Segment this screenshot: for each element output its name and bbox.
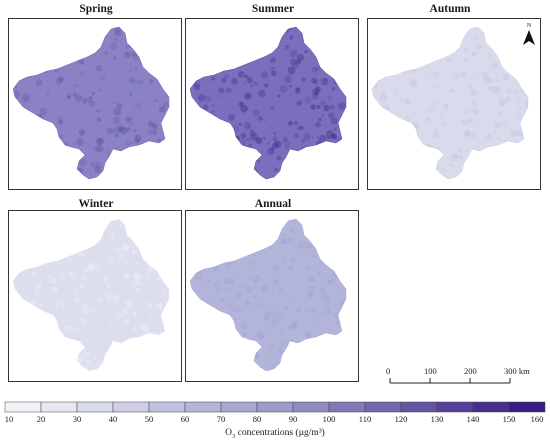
legend-tick-label: 110: [358, 414, 372, 424]
legend-title-suffix: concentrations (µg/m³): [235, 428, 325, 438]
legend-swatch: [4, 401, 42, 413]
legend-swatch: [292, 401, 330, 413]
map-panel-annual: [185, 210, 359, 382]
region-outline: [12, 218, 170, 372]
region-fill: [13, 219, 169, 371]
region-fill: [190, 219, 346, 371]
legend-swatch: [76, 401, 114, 413]
legend-tick-label: 130: [430, 414, 444, 424]
map-summer: [189, 26, 347, 180]
scale-label-300: 300 km: [504, 366, 530, 376]
region-outline: [189, 218, 347, 372]
map-autumn: [371, 26, 529, 180]
legend-title: O3 concentrations (µg/m³): [0, 428, 550, 440]
legend-swatch: [328, 401, 366, 413]
legend-swatch: [400, 401, 438, 413]
map-annual: [189, 218, 347, 372]
legend-title-sub: 3: [232, 432, 236, 440]
map-spring: [12, 26, 170, 180]
panel-title-summer: Summer: [251, 3, 295, 15]
region-outline: [189, 26, 347, 180]
legend-tick-label: 120: [394, 414, 408, 424]
map-panel-winter: [8, 210, 182, 382]
legend-title-prefix: O: [225, 428, 233, 438]
legend-tick-label: 60: [180, 414, 190, 424]
legend-swatch: [40, 401, 78, 413]
scale-label-200: 200: [464, 366, 477, 376]
map-panel-spring: [8, 18, 182, 190]
legend-tick-label: 10: [4, 414, 14, 424]
legend-swatch: [256, 401, 294, 413]
panel-title-annual: Annual: [254, 198, 292, 210]
legend-tick-label: 50: [144, 414, 154, 424]
legend-swatch: [220, 401, 258, 413]
scale-label-100: 100: [424, 366, 437, 376]
legend-swatch: [112, 401, 150, 413]
region-fill: [13, 27, 169, 179]
legend-tick-label: 70: [216, 414, 226, 424]
panel-title-autumn: Autumn: [429, 3, 471, 15]
region-outline: [371, 26, 529, 180]
scale-bar: [389, 378, 511, 384]
legend-tick-label: 40: [108, 414, 118, 424]
region-outline: [12, 26, 170, 180]
legend-swatch: [364, 401, 402, 413]
legend-swatch: [472, 401, 510, 413]
legend-swatch: [508, 401, 546, 413]
legend-swatch: [148, 401, 186, 413]
legend-tick-label: 30: [72, 414, 82, 424]
legend-tick-label: 150: [502, 414, 516, 424]
region-fill: [190, 27, 346, 179]
north-arrow-icon: [523, 30, 535, 45]
map-winter: [12, 218, 170, 372]
legend-tick-label: 80: [252, 414, 262, 424]
legend-tick-label: 90: [288, 414, 298, 424]
panel-title-winter: Winter: [78, 198, 114, 210]
legend-tick-label: 100: [322, 414, 336, 424]
legend-swatch: [436, 401, 474, 413]
map-panel-autumn: N: [367, 18, 541, 190]
scale-label-0: 0: [386, 366, 391, 376]
panel-title-spring: Spring: [79, 3, 113, 15]
legend-tick-label: 160: [530, 414, 544, 424]
legend-color-bar: [4, 401, 546, 413]
region-fill: [372, 27, 528, 179]
map-panel-summer: [185, 18, 359, 190]
legend-swatch: [184, 401, 222, 413]
legend-tick-label: 20: [36, 414, 46, 424]
north-label: N: [526, 23, 532, 29]
legend-tick-label: 140: [466, 414, 480, 424]
